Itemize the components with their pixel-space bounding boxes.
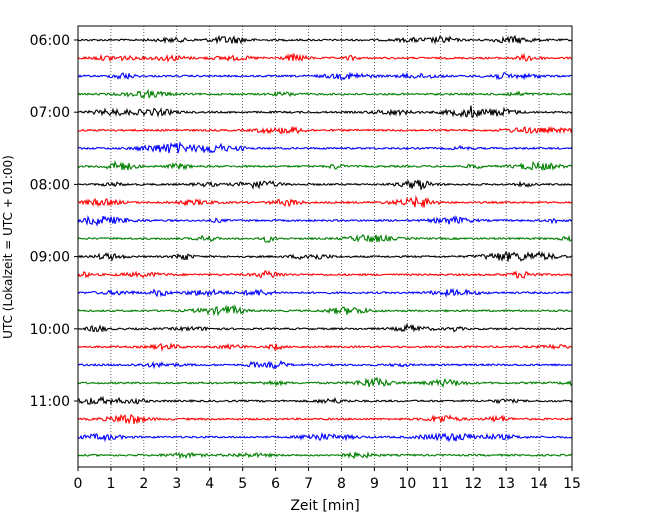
seismogram-trace [77, 34, 573, 45]
x-tick-label: 4 [205, 476, 214, 492]
y-axis-ticks: 06:00 07:00 08:00 09:00 10:00 11:00 [30, 33, 78, 410]
traces [77, 34, 573, 460]
seismogram-trace [77, 160, 573, 172]
x-tick-label: 15 [563, 476, 581, 492]
seismogram-trace [77, 304, 573, 317]
seismogram-trace [77, 432, 573, 443]
x-tick-label: 2 [139, 476, 148, 492]
x-tick-label: 12 [464, 476, 482, 492]
x-axis-label: Zeit [min] [290, 498, 359, 514]
x-tick-label: 9 [370, 476, 379, 492]
seismogram-trace [77, 88, 573, 99]
y-tick-label: 08:00 [30, 177, 70, 193]
seismogram-trace [77, 52, 573, 63]
x-tick-label: 0 [74, 476, 83, 492]
seismogram-trace [77, 413, 573, 425]
seismogram-trace [77, 322, 573, 333]
x-tick-label: 10 [398, 476, 416, 492]
x-tick-label: 5 [238, 476, 247, 492]
seismogram-trace [77, 270, 573, 279]
seismogram-trace [77, 125, 573, 135]
seismogram-trace [77, 179, 573, 190]
seismogram-trace [77, 450, 573, 460]
x-tick-label: 13 [497, 476, 515, 492]
x-tick-label: 8 [337, 476, 346, 492]
seismogram-trace [77, 342, 573, 352]
x-tick-label: 7 [304, 476, 313, 492]
x-tick-label: 3 [172, 476, 181, 492]
y-axis-label: UTC (Lokalzeit = UTC + 01:00) [1, 155, 15, 339]
seismogram-trace [77, 395, 573, 407]
x-tick-label: 6 [271, 476, 280, 492]
seismogram-trace [77, 195, 573, 209]
y-tick-label: 10:00 [30, 322, 70, 338]
seismogram-trace [77, 233, 573, 244]
seismogram-trace [77, 359, 573, 370]
plot-frame [77, 25, 573, 468]
y-tick-label: 07:00 [30, 105, 70, 121]
x-axis-ticks: 0 1 2 3 4 5 6 7 8 9 10 11 12 13 14 15 [74, 467, 581, 492]
y-tick-label: 11:00 [30, 394, 70, 410]
y-tick-label: 06:00 [30, 33, 70, 49]
seismogram-trace [77, 376, 573, 389]
x-tick-label: 14 [530, 476, 548, 492]
seismogram-trace [77, 141, 573, 154]
seismogram-trace [77, 215, 573, 227]
seismogram-trace [77, 71, 573, 81]
y-tick-label: 09:00 [30, 250, 70, 266]
x-tick-label: 11 [431, 476, 449, 492]
seismogram-trace [77, 287, 573, 298]
seismogram-trace [77, 105, 573, 119]
seismogram-trace [77, 250, 573, 262]
x-tick-label: 1 [106, 476, 115, 492]
